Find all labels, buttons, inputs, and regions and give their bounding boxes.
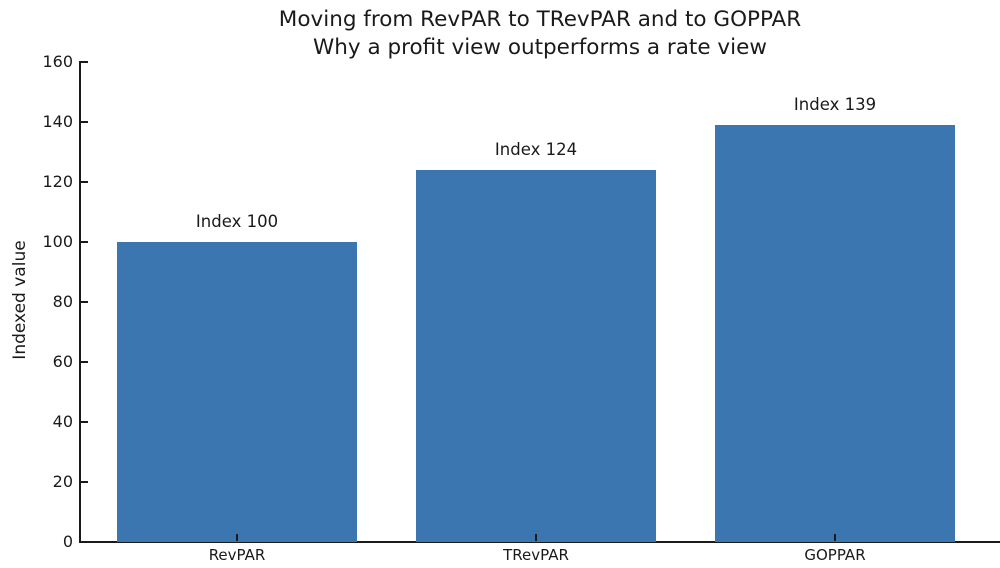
y-tick-mark xyxy=(81,301,88,303)
x-tick-mark xyxy=(834,534,836,541)
bar xyxy=(715,125,955,542)
x-tick-label: RevPAR xyxy=(208,546,266,564)
y-tick-label: 80 xyxy=(52,292,73,311)
chart-title: Moving from RevPAR to TRevPAR and to GOP… xyxy=(80,6,1000,62)
x-tick-label: TRevPAR xyxy=(503,546,569,564)
y-tick-label: 0 xyxy=(62,532,73,551)
y-tick-mark xyxy=(81,481,88,483)
x-axis-spine xyxy=(79,541,1000,543)
y-tick-label: 40 xyxy=(52,412,73,431)
y-tick-label: 160 xyxy=(42,52,73,71)
y-tick-mark xyxy=(81,541,88,543)
chart-title-line1: Moving from RevPAR to TRevPAR and to GOP… xyxy=(278,7,802,32)
x-tick-mark xyxy=(535,534,537,541)
bar xyxy=(117,242,357,542)
y-tick-mark xyxy=(81,361,88,363)
y-tick-label: 140 xyxy=(42,112,73,131)
x-tick-mark xyxy=(236,534,238,541)
y-tick-label: 20 xyxy=(52,472,73,491)
y-tick-label: 60 xyxy=(52,352,73,371)
y-tick-label: 100 xyxy=(42,232,73,251)
y-axis-spine xyxy=(79,61,81,543)
y-tick-mark xyxy=(81,421,88,423)
y-tick-mark xyxy=(81,181,88,183)
chart-title-line2: Why a profit view outperforms a rate vie… xyxy=(313,35,767,60)
bar-value-label: Index 100 xyxy=(195,212,279,231)
y-tick-mark xyxy=(81,241,88,243)
bar xyxy=(416,170,656,542)
bar-value-label: Index 139 xyxy=(793,95,877,114)
bar-value-label: Index 124 xyxy=(494,140,578,159)
x-tick-label: GOPPAR xyxy=(804,546,866,564)
y-tick-mark xyxy=(81,61,88,63)
y-tick-label: 120 xyxy=(42,172,73,191)
y-tick-mark xyxy=(81,121,88,123)
